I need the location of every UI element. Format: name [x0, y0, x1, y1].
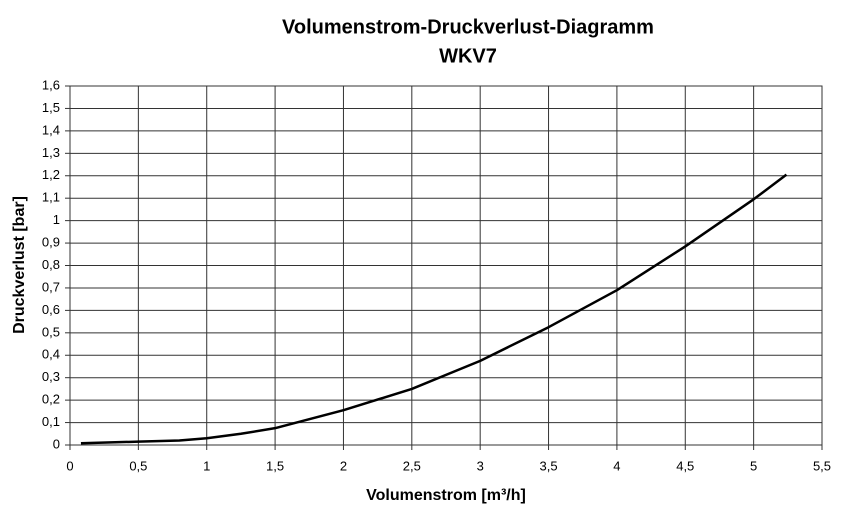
chart-subtitle: WKV7 [439, 45, 497, 67]
y-tick-label: 0,4 [42, 347, 60, 362]
x-tick-label: 5,5 [813, 458, 831, 473]
y-tick-label: 0,1 [42, 414, 60, 429]
y-tick-label: 0,8 [42, 257, 60, 272]
chart-title: Volumenstrom-Druckverlust-Diagramm [282, 16, 654, 38]
x-tick-label: 2,5 [403, 458, 421, 473]
y-tick-label: 1,1 [42, 190, 60, 205]
x-tick-label: 0,5 [129, 458, 147, 473]
x-tick-label: 4,5 [676, 458, 694, 473]
x-tick-label: 0 [66, 458, 73, 473]
y-tick-label: 1,3 [42, 145, 60, 160]
y-tick-label: 0,7 [42, 279, 60, 294]
x-tick-label: 5 [750, 458, 757, 473]
x-tick-label: 2 [340, 458, 347, 473]
y-tick-label: 0,2 [42, 392, 60, 407]
x-tick-label: 1,5 [266, 458, 284, 473]
y-tick-label: 1 [53, 212, 60, 227]
x-axis-label: Volumenstrom [m³/h] [366, 487, 526, 504]
x-tick-label: 3,5 [540, 458, 558, 473]
y-tick-label: 1,5 [42, 100, 60, 115]
y-tick-label: 1,6 [42, 77, 60, 92]
y-tick-label: 1,2 [42, 167, 60, 182]
y-tick-label: 0,9 [42, 235, 60, 250]
x-tick-label: 4 [613, 458, 620, 473]
y-axis-label: Druckverlust [bar] [11, 196, 28, 334]
x-tick-label: 1 [203, 458, 210, 473]
y-tick-label: 0,6 [42, 302, 60, 317]
x-tick-label: 3 [477, 458, 484, 473]
y-tick-label: 0,5 [42, 324, 60, 339]
data-line [80, 173, 788, 445]
y-tick-label: 1,4 [42, 122, 60, 137]
y-tick-label: 0,3 [42, 369, 60, 384]
y-tick-label: 0 [53, 436, 60, 451]
